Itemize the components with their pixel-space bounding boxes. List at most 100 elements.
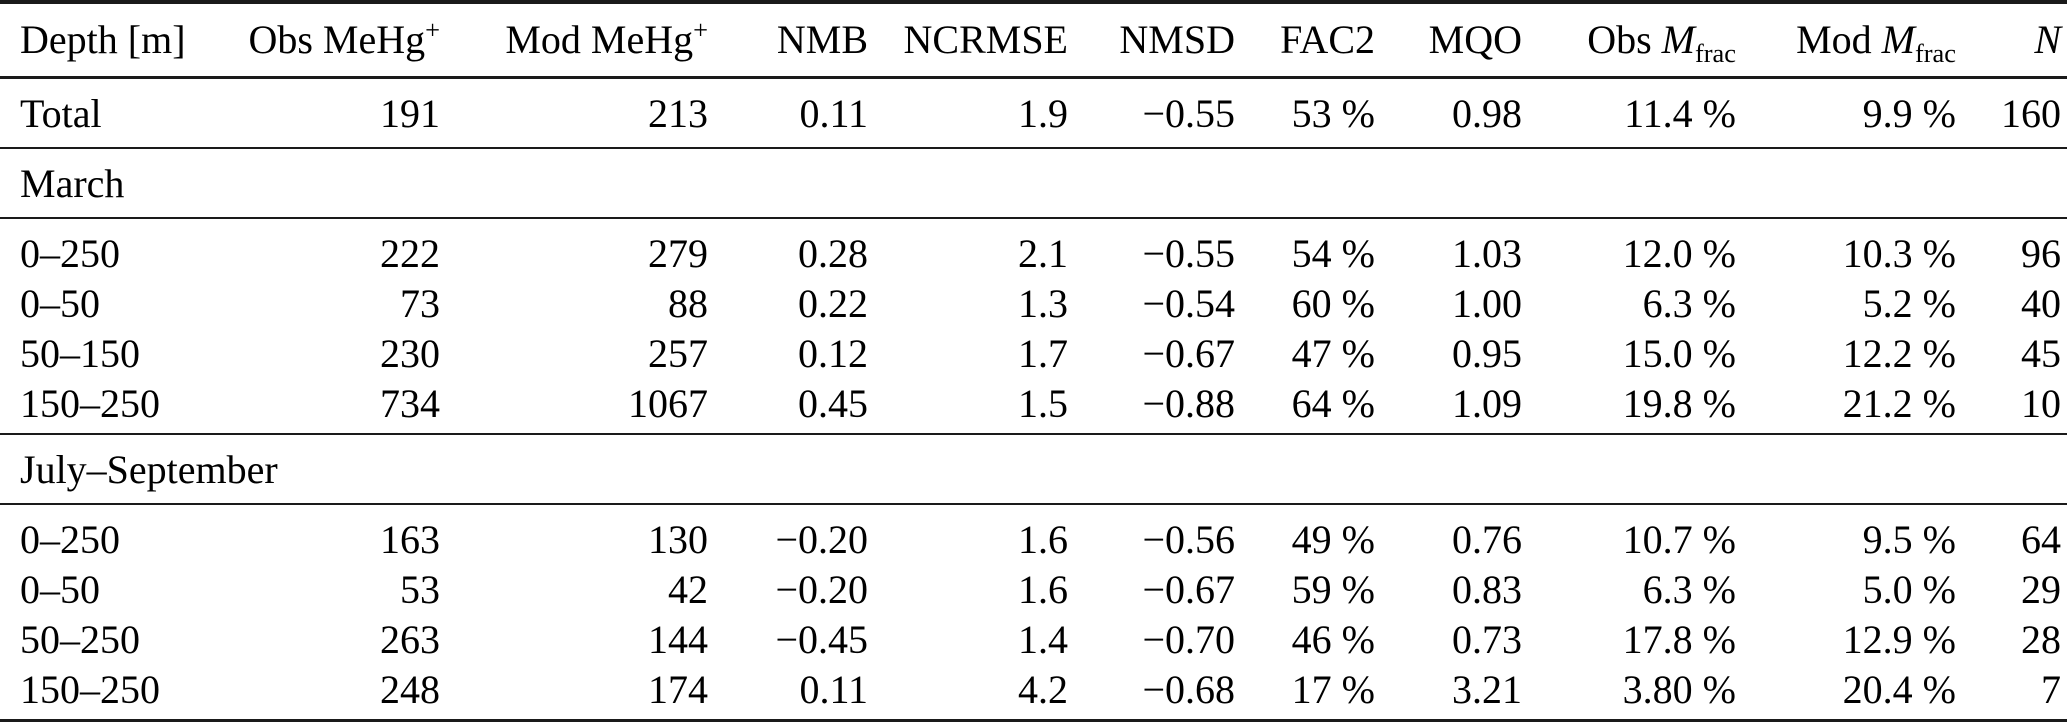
cell-nmsd: −0.56 — [1142, 517, 1235, 562]
cell-mod-mfrac: 21.2 % — [1842, 381, 1956, 426]
cell-obs-mfrac: 11.4 % — [1624, 91, 1736, 136]
cell-mod-mehg: 88 — [668, 281, 708, 326]
table-row-total: Total 191 213 0.11 1.9 −0.55 53 % 0.98 1… — [0, 78, 2067, 148]
cell-mod-mehg: 130 — [648, 517, 708, 562]
cell-obs-mfrac: 15.0 % — [1622, 331, 1736, 376]
header-label: NMSD — [1119, 17, 1235, 62]
cell-depth: 0–250 — [20, 517, 120, 562]
col-header-ncrmse: NCRMSE — [868, 2, 1069, 78]
cell-obs-mfrac: 6.3 % — [1642, 281, 1736, 326]
superscript-plus: + — [693, 14, 708, 45]
section-row-july-september: July–September — [0, 434, 2067, 504]
header-label: Obs MeHg — [248, 17, 426, 62]
cell-mod-mfrac: 10.3 % — [1842, 231, 1956, 276]
header-label: N — [2034, 17, 2061, 62]
cell-mqo: 3.21 — [1452, 667, 1522, 712]
table-row: 150–250 248 174 0.11 4.2 −0.68 17 % 3.21… — [0, 665, 2067, 721]
cell-depth: 50–150 — [20, 331, 140, 376]
header-label: Depth [m] — [20, 17, 186, 62]
cell-ncrmse: 4.2 — [1018, 667, 1068, 712]
header-label: Mod MeHg — [505, 17, 694, 62]
cell-n: 160 — [2001, 91, 2061, 136]
header-label: FAC2 — [1280, 17, 1375, 62]
cell-nmb: 0.11 — [799, 667, 868, 712]
cell-n: 45 — [2021, 331, 2061, 376]
cell-depth: 50–250 — [20, 617, 140, 662]
cell-mod-mehg: 42 — [668, 567, 708, 612]
cell-nmb: 0.28 — [798, 231, 868, 276]
cell-mod-mehg: 144 — [648, 617, 708, 662]
cell-nmb: −0.45 — [775, 617, 868, 662]
cell-obs-mfrac: 6.3 % — [1642, 567, 1736, 612]
cell-mod-mehg: 279 — [648, 231, 708, 276]
cell-n: 96 — [2021, 231, 2061, 276]
cell-mqo: 1.09 — [1452, 381, 1522, 426]
cell-fac2: 17 % — [1291, 667, 1375, 712]
cell-obs-mehg: 53 — [400, 567, 440, 612]
col-header-obs-mehg: Obs MeHg+ — [190, 2, 440, 78]
cell-fac2: 54 % — [1291, 231, 1375, 276]
table-row: 0–50 53 42 −0.20 1.6 −0.67 59 % 0.83 6.3… — [0, 565, 2067, 615]
cell-fac2: 46 % — [1291, 617, 1375, 662]
cell-mod-mfrac: 9.9 % — [1862, 91, 1956, 136]
cell-mqo: 1.03 — [1452, 231, 1522, 276]
cell-fac2: 60 % — [1291, 281, 1375, 326]
cell-n: 28 — [2021, 617, 2061, 662]
cell-mod-mfrac: 12.9 % — [1842, 617, 1956, 662]
cell-mod-mehg: 213 — [648, 91, 708, 136]
header-label: Obs — [1587, 17, 1662, 62]
subscript-frac: frac — [1914, 38, 1956, 68]
subscript-frac: frac — [1694, 38, 1736, 68]
header-label: MQO — [1428, 17, 1522, 62]
cell-mod-mehg: 174 — [648, 667, 708, 712]
cell-obs-mfrac: 17.8 % — [1622, 617, 1736, 662]
cell-nmsd: −0.54 — [1142, 281, 1235, 326]
cell-depth: 0–50 — [20, 281, 100, 326]
col-header-mqo: MQO — [1375, 2, 1522, 78]
cell-mqo: 0.95 — [1452, 331, 1522, 376]
col-header-n: N — [1956, 2, 2067, 78]
cell-n: 40 — [2021, 281, 2061, 326]
cell-obs-mehg: 734 — [380, 381, 440, 426]
cell-fac2: 64 % — [1291, 381, 1375, 426]
col-header-mod-mehg: Mod MeHg+ — [440, 2, 708, 78]
cell-ncrmse: 1.6 — [1018, 517, 1068, 562]
cell-nmsd: −0.67 — [1142, 331, 1235, 376]
cell-nmsd: −0.70 — [1142, 617, 1235, 662]
cell-nmb: 0.22 — [798, 281, 868, 326]
col-header-obs-mfrac: Obs Mfrac — [1522, 2, 1736, 78]
header-label: NCRMSE — [903, 17, 1069, 62]
cell-obs-mehg: 263 — [380, 617, 440, 662]
cell-nmb: 0.45 — [798, 381, 868, 426]
cell-fac2: 53 % — [1291, 91, 1375, 136]
cell-mqo: 0.76 — [1452, 517, 1522, 562]
cell-mod-mehg: 257 — [648, 331, 708, 376]
header-row: Depth [m] Obs MeHg+ Mod MeHg+ NMB NCRMSE… — [0, 2, 2067, 78]
cell-fac2: 49 % — [1291, 517, 1375, 562]
cell-depth: Total — [20, 91, 102, 136]
cell-obs-mehg: 191 — [380, 91, 440, 136]
cell-mqo: 0.83 — [1452, 567, 1522, 612]
cell-fac2: 47 % — [1291, 331, 1375, 376]
cell-nmb: −0.20 — [775, 517, 868, 562]
cell-ncrmse: 1.5 — [1018, 381, 1068, 426]
cell-nmsd: −0.55 — [1142, 91, 1235, 136]
cell-obs-mehg: 248 — [380, 667, 440, 712]
cell-ncrmse: 2.1 — [1018, 231, 1068, 276]
col-header-mod-mfrac: Mod Mfrac — [1736, 2, 1956, 78]
table-row: 0–250 163 130 −0.20 1.6 −0.56 49 % 0.76 … — [0, 504, 2067, 565]
variable-m: M — [1881, 17, 1915, 62]
cell-nmsd: −0.55 — [1142, 231, 1235, 276]
cell-n: 7 — [2041, 667, 2061, 712]
section-row-march: March — [0, 148, 2067, 218]
cell-obs-mehg: 73 — [400, 281, 440, 326]
cell-mod-mfrac: 12.2 % — [1842, 331, 1956, 376]
cell-mod-mfrac: 5.0 % — [1862, 567, 1956, 612]
cell-nmb: −0.20 — [775, 567, 868, 612]
cell-ncrmse: 1.7 — [1018, 331, 1068, 376]
variable-m: M — [1661, 17, 1695, 62]
cell-nmsd: −0.68 — [1142, 667, 1235, 712]
cell-n: 10 — [2021, 381, 2061, 426]
table-row: 0–50 73 88 0.22 1.3 −0.54 60 % 1.00 6.3 … — [0, 279, 2067, 329]
